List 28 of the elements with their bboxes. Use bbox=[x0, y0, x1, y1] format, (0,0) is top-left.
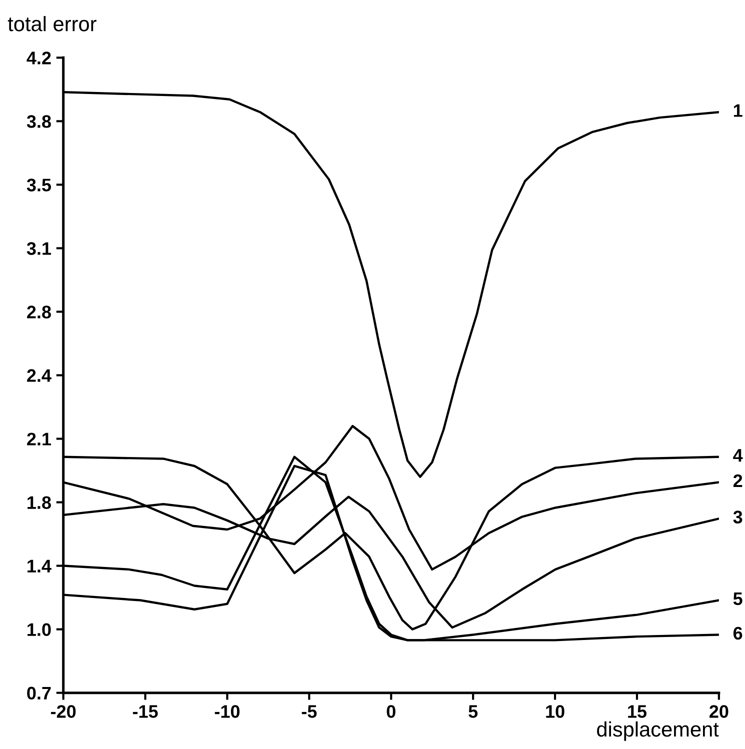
y-tick-label: 4.2 bbox=[26, 52, 51, 64]
series-label: 4 bbox=[733, 449, 743, 462]
series-label: 3 bbox=[733, 510, 742, 524]
y-tick-label: 2.1 bbox=[27, 432, 52, 446]
y-axis-title: total error bbox=[8, 16, 96, 32]
x-tick-label: 0 bbox=[386, 705, 396, 718]
x-tick-label: 20 bbox=[710, 705, 728, 718]
x-tick-label: -5 bbox=[302, 705, 317, 718]
y-tick-label: 0.7 bbox=[27, 686, 51, 700]
x-tick-label: -10 bbox=[214, 705, 240, 718]
y-tick-label: 2.8 bbox=[27, 306, 51, 318]
series-label: 1 bbox=[734, 104, 742, 117]
y-tick-label: 1.0 bbox=[28, 623, 51, 636]
y-tick-label: 3.5 bbox=[26, 178, 52, 192]
x-tick-label: 15 bbox=[628, 705, 647, 718]
y-tick-label: 2.4 bbox=[27, 369, 52, 382]
series-label: 6 bbox=[733, 626, 742, 640]
series-label: 2 bbox=[733, 474, 742, 487]
y-tick-label: 3.8 bbox=[26, 115, 51, 128]
x-tick-label: 10 bbox=[546, 705, 564, 718]
x-tick-label: -15 bbox=[132, 705, 158, 718]
y-tick-label: 1.8 bbox=[28, 496, 51, 509]
x-tick-label: -20 bbox=[50, 705, 76, 718]
y-tick-label: 1.4 bbox=[28, 560, 52, 572]
series-label: 5 bbox=[733, 592, 742, 606]
x-tick-label: 5 bbox=[468, 705, 478, 718]
x-axis-title: displacement bbox=[597, 721, 719, 741]
y-tick-label: 3.1 bbox=[26, 242, 52, 255]
